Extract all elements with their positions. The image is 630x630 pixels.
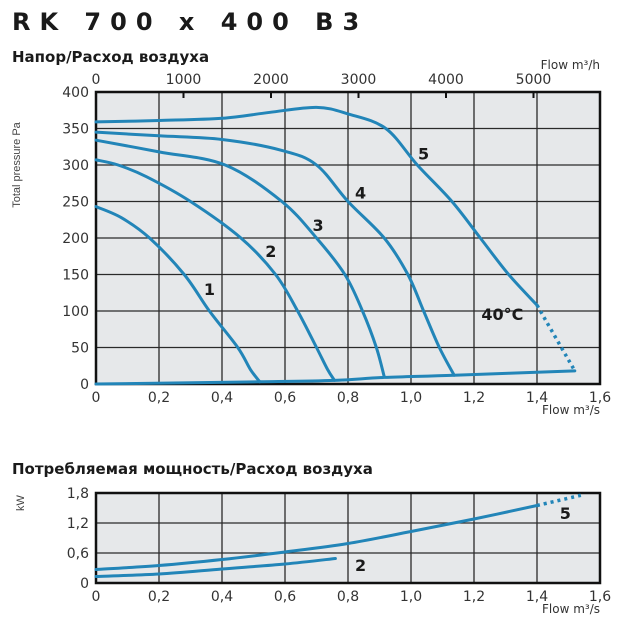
y-axis-label: kW bbox=[15, 494, 27, 511]
curve-5 bbox=[94, 105, 539, 307]
x-tick-label: 0,4 bbox=[211, 589, 233, 605]
y-tick-label: 400 bbox=[62, 85, 89, 101]
x2-tick-label: 4000 bbox=[428, 72, 464, 88]
x-tick-label: 0,6 bbox=[274, 589, 296, 605]
x-tick-label: 1,6 bbox=[589, 390, 611, 406]
x2-tick-label: 2000 bbox=[253, 72, 289, 88]
y-tick-label: 1,8 bbox=[67, 486, 89, 502]
x-tick-label: 0 bbox=[92, 589, 101, 605]
x-tick-label: 0,8 bbox=[337, 589, 359, 605]
x-tick-label: 0,2 bbox=[148, 589, 170, 605]
curve-5-dotted-extension bbox=[535, 304, 577, 372]
pressure-flow-chart: Напор/Расход воздуха 0 0,2 0,4 0,6 0,8 1,0 1,2 1… bbox=[11, 48, 611, 417]
power-flow-chart: Потребляемая мощность/Расход воздуха 0 0,2… bbox=[12, 460, 611, 616]
page-title: RK 700 x 400 B3 bbox=[12, 8, 368, 36]
chart-title: Потребляемая мощность/Расход воздуха bbox=[12, 460, 373, 478]
x-tick-label: 0,8 bbox=[337, 390, 359, 406]
curve-5-dotted-extension bbox=[536, 492, 585, 508]
curve-5 bbox=[94, 504, 539, 571]
curve-label: 5 bbox=[560, 504, 571, 523]
x-tick-label: 0,2 bbox=[148, 390, 170, 406]
x2-tick-label: 3000 bbox=[341, 72, 377, 88]
curve-3 bbox=[94, 138, 386, 379]
x-tick-label: 1,0 bbox=[400, 589, 422, 605]
y-tick-label: 1,2 bbox=[67, 516, 89, 532]
x-tick-label: 1,4 bbox=[526, 589, 548, 605]
curve-1 bbox=[94, 205, 262, 384]
curve-2 bbox=[94, 557, 337, 578]
x2-tick-label: 1000 bbox=[166, 72, 202, 88]
x-tick-label: 0 bbox=[92, 390, 101, 406]
y-tick-label: 0 bbox=[80, 377, 89, 393]
x-tick-label: 0,6 bbox=[274, 390, 296, 406]
plot-border bbox=[94, 491, 602, 585]
x-tick-label: 1,2 bbox=[463, 589, 485, 605]
y-tick-label: 0 bbox=[80, 576, 89, 592]
x-tick-label: 0,4 bbox=[211, 390, 233, 406]
y-tick-label: 50 bbox=[71, 341, 89, 357]
y-tick-label: 150 bbox=[62, 268, 89, 284]
y-tick-label: 350 bbox=[62, 122, 89, 138]
system-curve bbox=[94, 369, 577, 386]
chart-title: Напор/Расход воздуха bbox=[12, 48, 209, 66]
plot-border bbox=[94, 90, 602, 386]
y-axis-label: Total pressure Pa bbox=[11, 121, 23, 207]
x-tick-label: 1,6 bbox=[589, 589, 611, 605]
x2-tick-label: 5000 bbox=[516, 72, 552, 88]
curve-label: 3 bbox=[313, 216, 324, 235]
x-tick-label: 1,2 bbox=[463, 390, 485, 406]
y-tick-label: 300 bbox=[62, 158, 89, 174]
y-tick-label: 200 bbox=[62, 231, 89, 247]
x-tick-label: 1,4 bbox=[526, 390, 548, 406]
x-axis-label: Flow m³/s bbox=[542, 602, 600, 616]
x2-axis-label: Flow m³/h bbox=[541, 58, 600, 72]
curve-label: 2 bbox=[355, 556, 366, 575]
x-tick-label: 1,0 bbox=[400, 390, 422, 406]
y-tick-label: 0,6 bbox=[67, 546, 89, 562]
curve-label: 5 bbox=[418, 144, 429, 163]
temperature-annotation: 40°C bbox=[481, 305, 523, 324]
curve-2 bbox=[94, 158, 336, 382]
y-tick-label: 100 bbox=[62, 304, 89, 320]
y-tick-label: 250 bbox=[62, 195, 89, 211]
curve-label: 2 bbox=[265, 242, 276, 261]
x2-tick-label: 0 bbox=[92, 72, 101, 88]
curve-4 bbox=[94, 130, 456, 377]
curve-label: 4 bbox=[355, 184, 366, 203]
curve-label: 1 bbox=[204, 280, 215, 299]
x-axis-label: Flow m³/s bbox=[542, 403, 600, 417]
